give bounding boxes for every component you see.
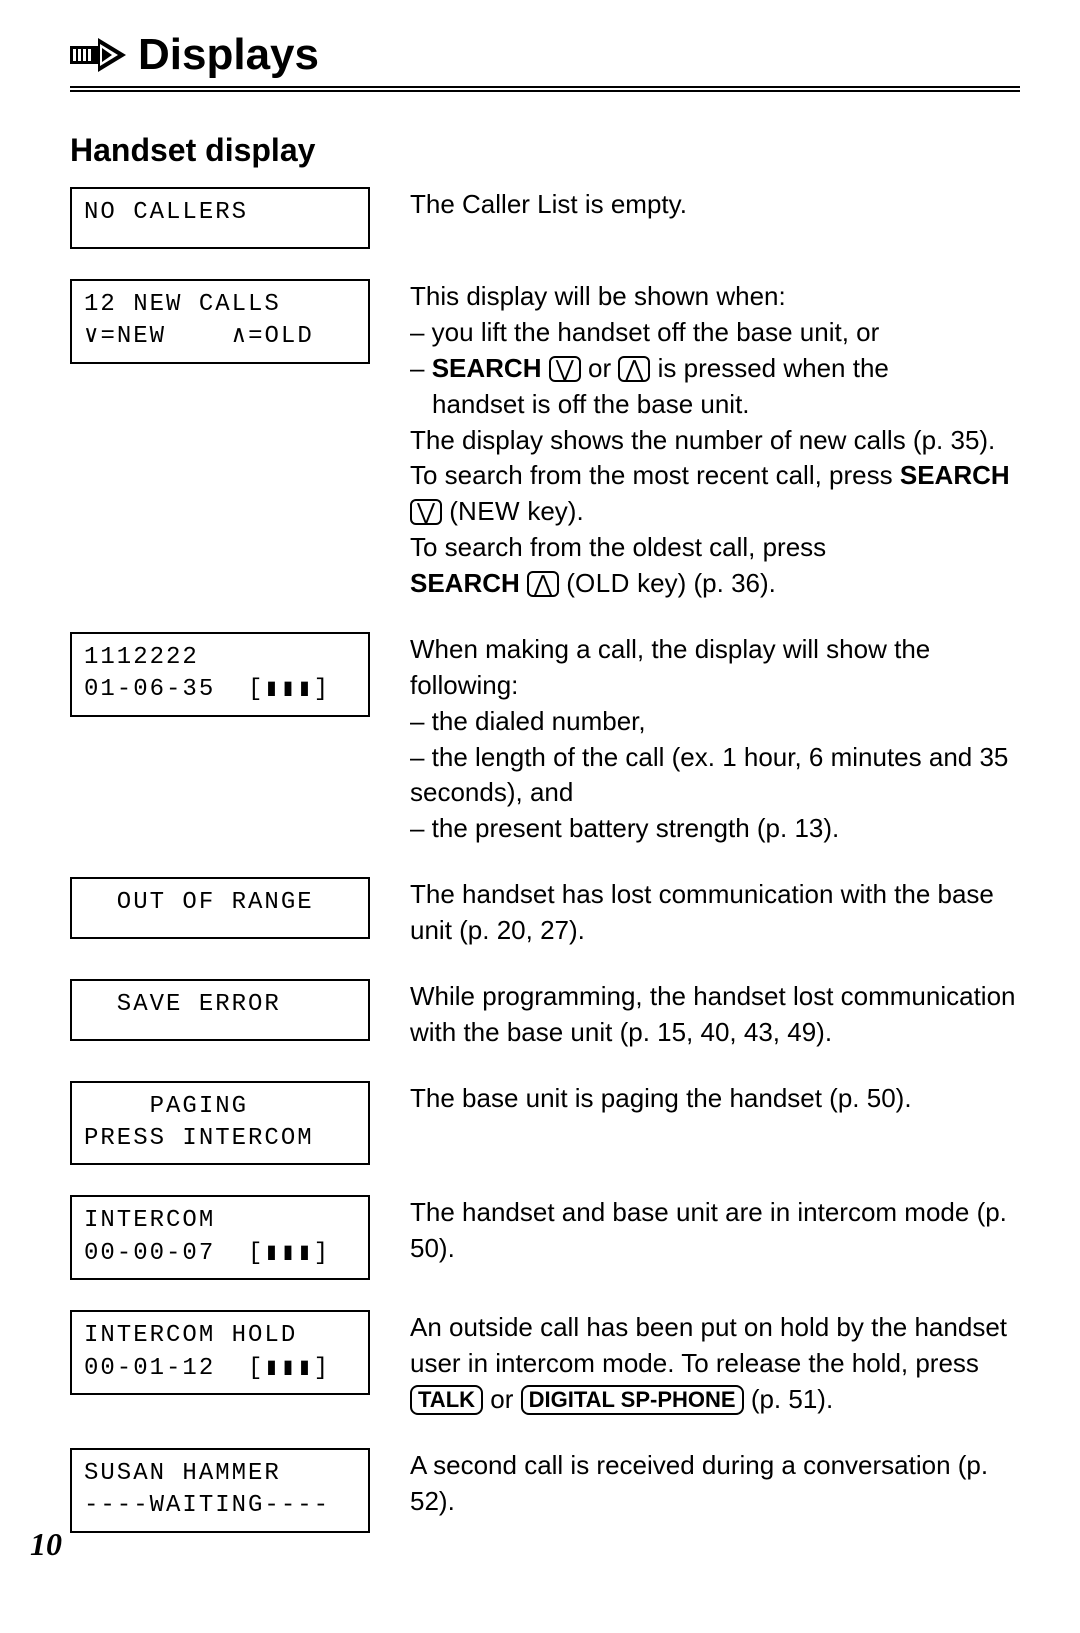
up-key-icon: ⋀ bbox=[527, 571, 559, 597]
up-key-icon: ⋀ bbox=[618, 356, 650, 382]
desc-text: is pressed when the bbox=[650, 353, 888, 383]
lcd-display: OUT OF RANGE bbox=[70, 877, 370, 939]
desc-line: – the length of the call (ex. 1 hour, 6 … bbox=[410, 740, 1020, 812]
lcd-display: PAGING PRESS INTERCOM bbox=[70, 1081, 370, 1166]
section-header: Displays bbox=[70, 30, 1020, 80]
desc-text: key). bbox=[520, 496, 584, 526]
desc-text: or bbox=[483, 1384, 521, 1414]
desc-line: – SEARCH ⋁ or ⋀ is pressed when the bbox=[410, 351, 1020, 387]
down-key-icon: ⋁ bbox=[549, 356, 581, 382]
manual-page: Displays Handset display NO CALLERS The … bbox=[0, 0, 1080, 1583]
arrow-right-icon bbox=[70, 38, 126, 72]
lcd-display: 12 NEW CALLS ∨=NEW ∧=OLD bbox=[70, 279, 370, 364]
display-row: NO CALLERS The Caller List is empty. bbox=[70, 187, 1020, 249]
desc-text: or bbox=[581, 353, 619, 383]
desc-line: SEARCH ⋀ (OLD key) (p. 36). bbox=[410, 566, 1020, 602]
description: The handset and base unit are in interco… bbox=[410, 1195, 1020, 1267]
search-label: SEARCH bbox=[432, 353, 542, 383]
lcd-display: SUSAN HAMMER ----WAITING---- bbox=[70, 1448, 370, 1533]
lcd-display: INTERCOM HOLD 00-01-12 [▮▮▮] bbox=[70, 1310, 370, 1395]
section-title: Displays bbox=[138, 30, 319, 80]
display-row: SAVE ERROR While programming, the handse… bbox=[70, 979, 1020, 1051]
lcd-display: 1112222 01-06-35 [▮▮▮] bbox=[70, 632, 370, 717]
desc-text: ( bbox=[559, 568, 575, 598]
desc-text: (p. 51). bbox=[744, 1384, 834, 1414]
sp-phone-button-label: DIGITAL SP-PHONE bbox=[521, 1385, 744, 1415]
old-key-label: OLD bbox=[575, 568, 630, 598]
description: When making a call, the display will sho… bbox=[410, 632, 1020, 847]
talk-button-label: TALK bbox=[410, 1385, 483, 1415]
lcd-display: SAVE ERROR bbox=[70, 979, 370, 1041]
desc-line: handset is off the base unit. bbox=[410, 387, 1020, 423]
desc-text: ( bbox=[442, 496, 458, 526]
description: The Caller List is empty. bbox=[410, 187, 1020, 223]
search-label: SEARCH bbox=[410, 568, 520, 598]
desc-text: – bbox=[410, 353, 432, 383]
search-label: SEARCH bbox=[900, 460, 1010, 490]
display-row: SUSAN HAMMER ----WAITING---- A second ca… bbox=[70, 1448, 1020, 1533]
description: The handset has lost communication with … bbox=[410, 877, 1020, 949]
description: While programming, the handset lost comm… bbox=[410, 979, 1020, 1051]
display-row: PAGING PRESS INTERCOM The base unit is p… bbox=[70, 1081, 1020, 1166]
description: The base unit is paging the handset (p. … bbox=[410, 1081, 1020, 1117]
desc-line: – the present battery strength (p. 13). bbox=[410, 811, 1020, 847]
display-row: INTERCOM HOLD 00-01-12 [▮▮▮] An outside … bbox=[70, 1310, 1020, 1418]
description: An outside call has been put on hold by … bbox=[410, 1310, 1020, 1418]
display-row: 12 NEW CALLS ∨=NEW ∧=OLD This display wi… bbox=[70, 279, 1020, 602]
lcd-display: NO CALLERS bbox=[70, 187, 370, 249]
description: A second call is received during a conve… bbox=[410, 1448, 1020, 1520]
desc-line: – the dialed number, bbox=[410, 704, 1020, 740]
desc-line: – you lift the handset off the base unit… bbox=[410, 315, 1020, 351]
lcd-display: INTERCOM 00-00-07 [▮▮▮] bbox=[70, 1195, 370, 1280]
section-rule bbox=[70, 86, 1020, 92]
desc-text: key) (p. 36). bbox=[630, 568, 776, 598]
display-row: INTERCOM 00-00-07 [▮▮▮] The handset and … bbox=[70, 1195, 1020, 1280]
desc-text: An outside call has been put on hold by … bbox=[410, 1312, 1007, 1378]
description: This display will be shown when: – you l… bbox=[410, 279, 1020, 602]
desc-line: To search from the oldest call, press bbox=[410, 530, 1020, 566]
new-key-label: NEW bbox=[458, 496, 520, 526]
display-row: OUT OF RANGE The handset has lost commun… bbox=[70, 877, 1020, 949]
desc-line: This display will be shown when: bbox=[410, 279, 1020, 315]
desc-line: The display shows the number of new call… bbox=[410, 423, 1020, 531]
display-row: 1112222 01-06-35 [▮▮▮] When making a cal… bbox=[70, 632, 1020, 847]
down-key-icon: ⋁ bbox=[410, 499, 442, 525]
subheading: Handset display bbox=[70, 132, 1020, 169]
desc-line: When making a call, the display will sho… bbox=[410, 632, 1020, 704]
page-number: 10 bbox=[30, 1526, 62, 1563]
